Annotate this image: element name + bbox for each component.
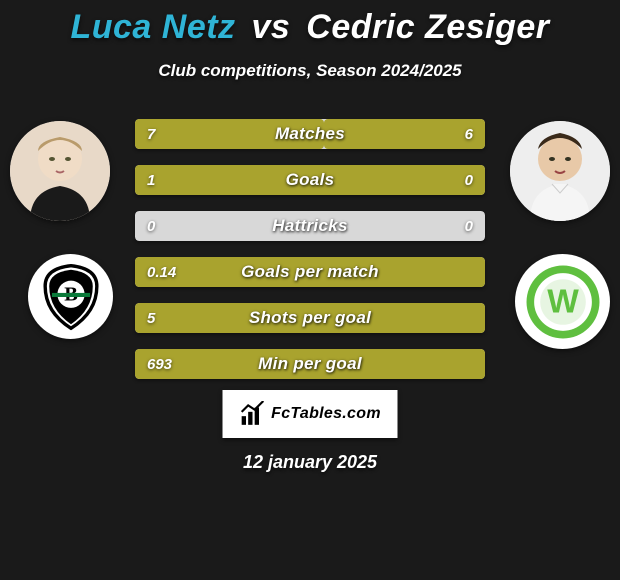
player-2-name: Cedric Zesiger xyxy=(306,8,549,46)
chart-icon xyxy=(239,401,265,427)
stat-row: 00Hattricks xyxy=(135,211,485,241)
stat-label: Min per goal xyxy=(135,349,485,379)
stat-label: Hattricks xyxy=(135,211,485,241)
stat-label: Goals per match xyxy=(135,257,485,287)
stat-label: Goals xyxy=(135,165,485,195)
circle-badge-icon: W xyxy=(525,264,601,340)
date-text: 12 january 2025 xyxy=(0,452,620,473)
vs-text: vs xyxy=(252,8,291,46)
page-title: Luca Netz vs Cedric Zesiger xyxy=(0,0,620,47)
person-icon xyxy=(10,121,110,221)
shield-icon: B xyxy=(37,263,105,331)
person-icon xyxy=(510,121,610,221)
stat-label: Shots per goal xyxy=(135,303,485,333)
player-1-name: Luca Netz xyxy=(70,8,235,46)
player-1-avatar xyxy=(10,121,110,221)
stat-row: 10Goals xyxy=(135,165,485,195)
stat-label: Matches xyxy=(135,119,485,149)
stat-row: 5Shots per goal xyxy=(135,303,485,333)
club-1-badge: B xyxy=(28,254,113,339)
stat-bars: 76Matches 10Goals 00Hattricks 0.14Goals per… xyxy=(135,119,485,395)
svg-text:W: W xyxy=(547,283,579,320)
player-2-avatar xyxy=(510,121,610,221)
stat-row: 0.14Goals per match xyxy=(135,257,485,287)
subtitle: Club competitions, Season 2024/2025 xyxy=(0,61,620,81)
stat-row: 76Matches xyxy=(135,119,485,149)
club-2-badge: W xyxy=(515,254,610,349)
watermark: FcTables.com xyxy=(223,390,398,438)
stat-row: 693Min per goal xyxy=(135,349,485,379)
watermark-text: FcTables.com xyxy=(271,405,381,423)
